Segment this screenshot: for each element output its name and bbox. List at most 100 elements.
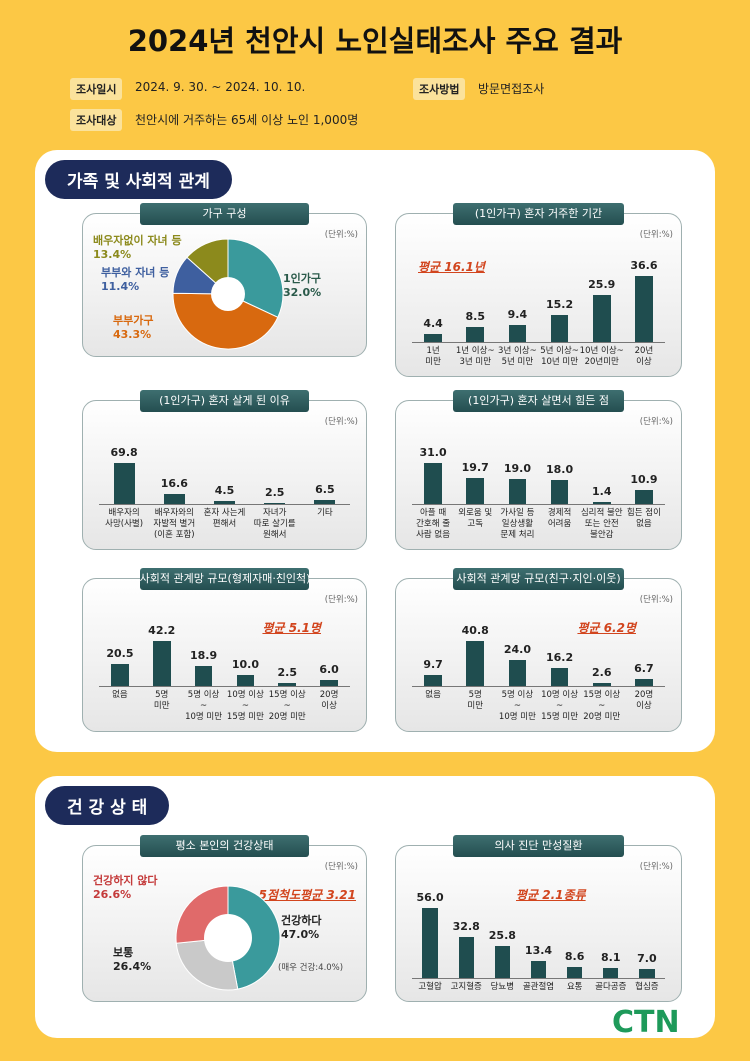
value-label: 16.6 <box>160 477 188 491</box>
category-label: 고지혈증 <box>450 982 482 992</box>
unit-note: (단위:%) <box>324 230 358 240</box>
unit-note: (단위:%) <box>639 230 673 240</box>
chart-title: (1인가구) 혼자 살면서 힘든 점 <box>453 390 624 412</box>
baseline <box>412 978 665 979</box>
bar <box>508 478 527 504</box>
value-label: 15.2 <box>546 297 574 311</box>
category-label: 3년 이상~ 5년 미만 <box>498 346 537 367</box>
bar <box>592 502 611 504</box>
chart-title: 사회적 관계망 규모(친구·지인·이웃) <box>453 568 624 590</box>
category-label: 10년 이상~ 20년미만 <box>579 346 624 367</box>
annotation: 5점척도평균 3.21 <box>258 888 356 902</box>
category-label: 골다공증 <box>595 982 627 992</box>
pie-value: 26.6% <box>93 888 132 901</box>
category-label: 기타 <box>317 508 333 518</box>
value-label: 19.7 <box>461 460 489 474</box>
category-label: 20년 이상 <box>634 346 654 367</box>
pie-category: 1인가구 <box>283 272 322 285</box>
pie-value: 43.3% <box>113 328 152 341</box>
unit-note: (단위:%) <box>639 417 673 427</box>
pie-category: 보통 <box>113 946 134 959</box>
bar <box>458 937 474 978</box>
category-label: 배우자와의 자발적 별거 (이혼 포함) <box>153 508 196 540</box>
chart-title: 의사 진단 만성질환 <box>453 835 624 857</box>
category-label: 1년 이상~ 3년 미만 <box>455 346 495 367</box>
chart-box: 가구 구성 (단위:%) 1인가구 32.0% 부부가구 43.3% 부부와 자녀 등 11.… <box>82 203 367 357</box>
value-label: 24.0 <box>503 642 531 656</box>
bar <box>314 500 336 504</box>
value-label: 2.5 <box>277 666 297 680</box>
value-label: 13.4 <box>524 944 553 958</box>
bar <box>152 641 171 686</box>
category-label: 15명 이상 ~ 20명 미만 <box>583 690 621 722</box>
bar <box>592 295 611 342</box>
value-label: 6.0 <box>319 662 339 676</box>
bar <box>635 489 653 504</box>
category-label: 1년 미만 <box>425 346 441 367</box>
pie-category: 부부가구 <box>113 314 154 327</box>
unit-note: (단위:%) <box>639 862 673 872</box>
pie-label: 1인가구 32.0% <box>283 272 321 300</box>
chart-title: 사회적 관계망 규모(형제자매·친인척) <box>139 568 310 590</box>
bar <box>422 908 438 978</box>
chart-title: 가구 구성 <box>139 203 310 225</box>
category-label: 20명 이상 <box>319 690 339 711</box>
pie-label: 건강하다 47.0% <box>281 914 321 942</box>
bar <box>424 334 442 342</box>
category-label: 혼자 사는게 편해서 <box>203 508 246 529</box>
chart-title: (1인가구) 혼자 거주한 기간 <box>453 203 624 225</box>
value-label: 56.0 <box>416 891 444 904</box>
bar <box>278 683 297 686</box>
section-title: 가족 및 사회적 관계 <box>45 160 232 199</box>
category-label: 요통 <box>566 982 583 992</box>
unit-note: (단위:%) <box>324 595 358 605</box>
category-label: 경제적 어려움 <box>547 508 572 529</box>
category-label: 고혈압 <box>418 982 442 992</box>
value-label: 6.7 <box>634 661 654 675</box>
baseline <box>99 686 350 687</box>
bar <box>635 678 653 686</box>
baseline <box>412 504 665 505</box>
value-label: 19.0 <box>503 461 531 475</box>
value-label: 9.4 <box>507 308 528 322</box>
chart-box: (1인가구) 혼자 살게 된 이유 (단위:%) 69.8 배우자의 사망(사별) 16… <box>82 390 367 550</box>
pie-value: 13.4% <box>93 248 132 261</box>
pie-slice <box>227 885 281 990</box>
category-label: 5년 이상~ 10년 미만 <box>540 346 579 367</box>
chart-box: 사회적 관계망 규모(친구·지인·이웃) (단위:%) 평균 6.2명 9.7 없음 40… <box>395 568 682 732</box>
value-label: 31.0 <box>419 446 447 459</box>
pie-value: 11.4% <box>101 280 140 293</box>
category-label: 자녀가 따로 살기를 원해서 <box>253 508 296 540</box>
bar <box>639 969 655 978</box>
bar <box>111 664 129 686</box>
value-label: 4.4 <box>423 317 443 331</box>
bar <box>320 679 338 686</box>
value-label: 8.1 <box>601 950 621 964</box>
value-label: 36.6 <box>630 259 658 272</box>
value-label: 7.0 <box>637 952 657 966</box>
bar <box>264 502 286 504</box>
value-label: 2.6 <box>591 666 612 680</box>
baseline <box>412 686 665 687</box>
value-label: 1.4 <box>591 485 612 499</box>
category-label: 10명 이상 ~ 15명 미만 <box>541 690 579 722</box>
value-label: 10.9 <box>630 472 658 486</box>
pie-slice <box>172 292 279 350</box>
unit-note: (단위:%) <box>639 595 673 605</box>
note: (매우 건강:4.0%) <box>278 963 344 973</box>
bar <box>550 314 569 342</box>
bar <box>508 659 527 686</box>
value-label: 8.6 <box>564 950 585 964</box>
category-label: 없음 <box>425 690 441 700</box>
pie-hole <box>211 277 245 311</box>
pie <box>172 238 284 350</box>
value-label: 18.0 <box>546 463 574 477</box>
pie-value: 47.0% <box>281 928 320 941</box>
value-label: 18.9 <box>190 648 218 662</box>
pie-label: 배우자없이 자녀 등 13.4% <box>93 234 182 262</box>
bar <box>466 326 485 342</box>
category-label: 20명 이상 <box>634 690 654 711</box>
bar <box>530 961 547 978</box>
category-label: 5명 이상 ~ 10명 미만 <box>498 690 536 722</box>
